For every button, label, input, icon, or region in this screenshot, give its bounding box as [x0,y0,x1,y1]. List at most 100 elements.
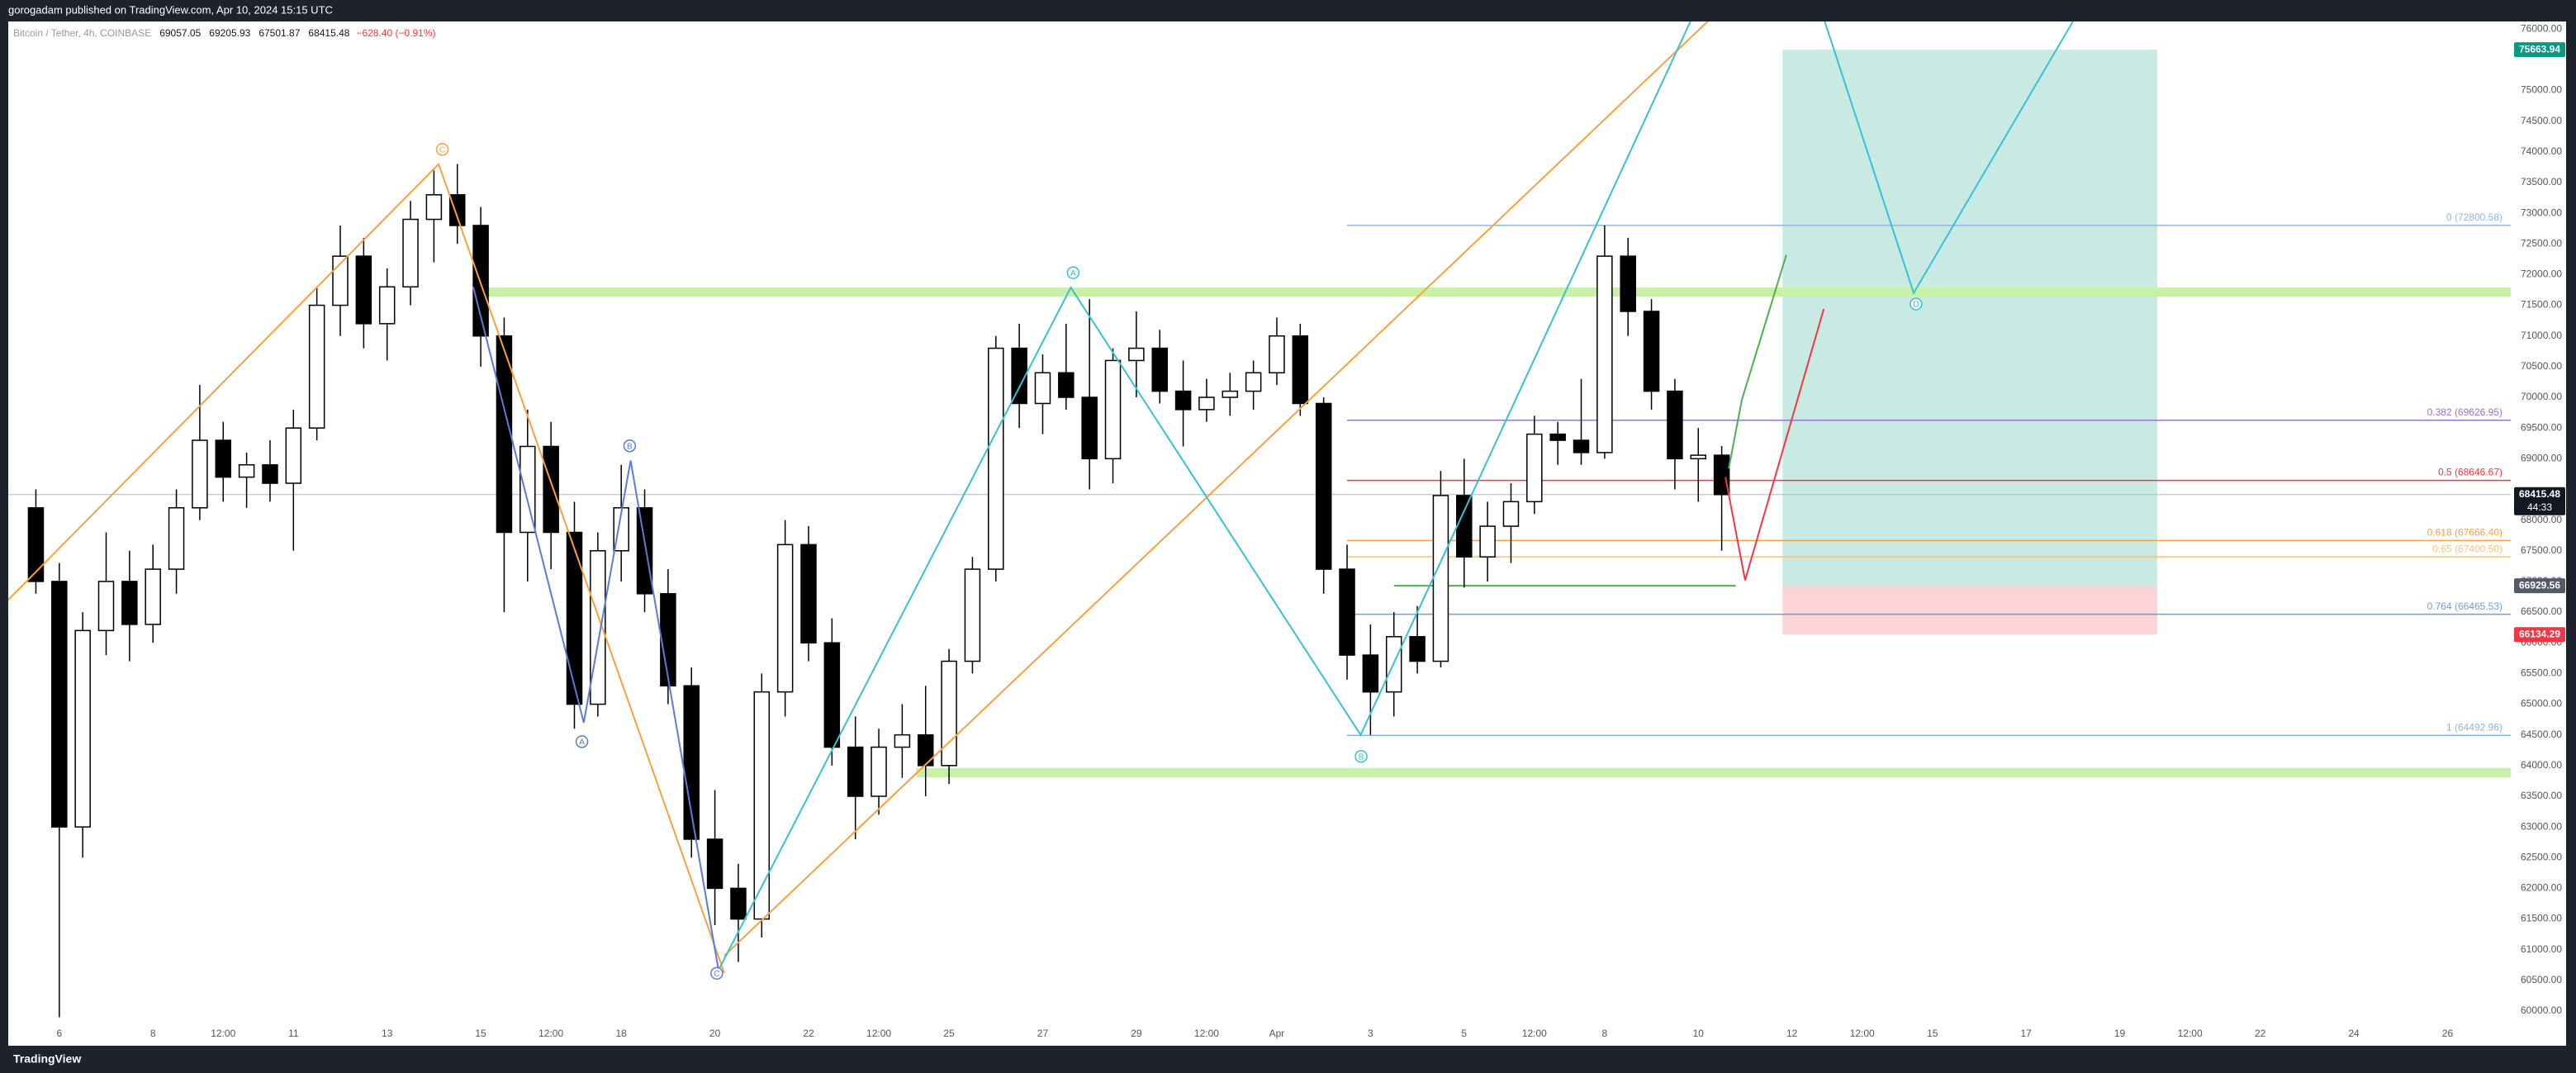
candle-body [1339,568,1355,656]
x-tick-label: 12:00 [1850,1028,1875,1039]
x-tick-label: 10 [1693,1028,1705,1039]
x-tick-label: 12:00 [866,1028,891,1039]
candle-body [496,335,513,534]
candle-body [519,445,536,534]
y-tick-label: 74500.00 [2521,115,2562,126]
candle-body [964,568,981,662]
candle-body [613,507,629,552]
candle-body [823,642,841,748]
x-tick-label: 12:00 [1194,1028,1219,1039]
x-tick-label: 15 [1927,1028,1938,1039]
candle-body [1128,347,1145,362]
ohlc-value: 69057.05 [159,27,201,39]
drawing [1724,308,1825,581]
candle-body [543,445,559,534]
candle-body [1479,525,1496,558]
y-tick-label: 65500.00 [2521,667,2562,679]
candle-body [262,463,278,484]
candle-body [800,544,817,643]
candle-body [1596,255,1613,453]
x-tick-label: 5 [1461,1028,1467,1039]
candle-body [402,218,419,288]
fib-label: 0.65 (67400.50) [2432,543,2502,554]
price-tag-label: 66929.56 [2519,579,2560,591]
candle-body [1690,454,1707,460]
y-tick-label: 69000.00 [2521,452,2562,463]
drawing [1824,21,2074,296]
x-tick-label: 12:00 [538,1028,563,1039]
change: −628.40 (−0.91%) [356,27,435,39]
plot: C A B C A B D [8,21,2511,1018]
fib-label: 0.618 (67666.40) [2427,527,2502,539]
candle-body [1362,654,1379,693]
candle-body [1315,402,1332,570]
wave-circle [1066,266,1080,279]
candle-body [917,734,934,767]
y-tick-label: 74000.00 [2521,145,2562,157]
y-tick-label: 71500.00 [2521,299,2562,311]
candle-body [238,463,255,478]
candle-body [472,225,489,337]
candle-body [1245,372,1262,392]
candle-body [1198,396,1215,411]
price-tag-label: 75663.94 [2519,43,2560,55]
x-tick-label: 22 [803,1028,814,1039]
drawing [719,21,1691,969]
candle-body [355,255,372,325]
price-tag [2514,42,2565,58]
candle-body [988,347,1004,570]
candle-body [74,629,91,828]
candle-body [753,691,771,920]
chart-area [8,21,2566,1046]
price-tag [2514,627,2565,643]
candle-body [1104,359,1122,460]
candle-body [168,507,185,570]
candle-body [1620,255,1636,312]
y-tick-label: 61000.00 [2521,943,2562,955]
candle-body [1011,347,1027,405]
x-tick-label: 12:00 [2178,1028,2203,1039]
y-tick-label: 73000.00 [2521,207,2562,218]
symbol: Bitcoin / Tether, 4h, COINBASE [13,27,151,39]
header: gorogadam published on TradingView.com, … [8,3,333,16]
candle-body [1549,433,1566,441]
candle-body [145,568,161,625]
candle-body [1269,335,1285,374]
drawing [8,162,725,974]
price-tag-label: 66134.29 [2519,628,2560,639]
candle-body [1432,495,1449,662]
candle-body [1081,396,1098,460]
drawing [723,21,1709,957]
y-tick-label: 67500.00 [2521,544,2562,556]
candle-body [121,581,138,625]
y-tick-label: 63000.00 [2521,820,2562,832]
wave-circle [435,143,449,156]
x-tick-label: 19 [2114,1028,2126,1039]
candle-body [1667,390,1683,460]
wave-label: C [714,970,719,979]
candle-body [847,746,864,797]
x-tick-label: 17 [2020,1028,2032,1039]
candle-body [1573,439,1590,453]
y-tick-label: 73500.00 [2521,176,2562,188]
y-tick-label: 75000.00 [2521,84,2562,96]
x-tick-label: 20 [709,1028,721,1039]
y-tick-label: 64500.00 [2521,729,2562,740]
candle-body [871,746,887,797]
candle-body [1151,347,1168,392]
x-tick-label: 18 [616,1028,628,1039]
candle-body [51,581,68,828]
candle-body [27,507,45,582]
overlay: Bitcoin / Tether, 4h, COINBASE 69057.05 69… [13,22,2565,1039]
x-tick-label: 13 [382,1028,393,1039]
candle-body [192,439,208,509]
candle-body [1456,495,1473,558]
candle-body [1222,390,1239,398]
wave-label: D [1913,301,1919,310]
y-tick-label: 63500.00 [2521,790,2562,801]
y-tick-label: 72500.00 [2521,237,2562,249]
y-tick-label: 70000.00 [2521,391,2562,402]
price-tag-label: 68415.48 [2519,488,2560,500]
candle-body [1292,335,1309,405]
